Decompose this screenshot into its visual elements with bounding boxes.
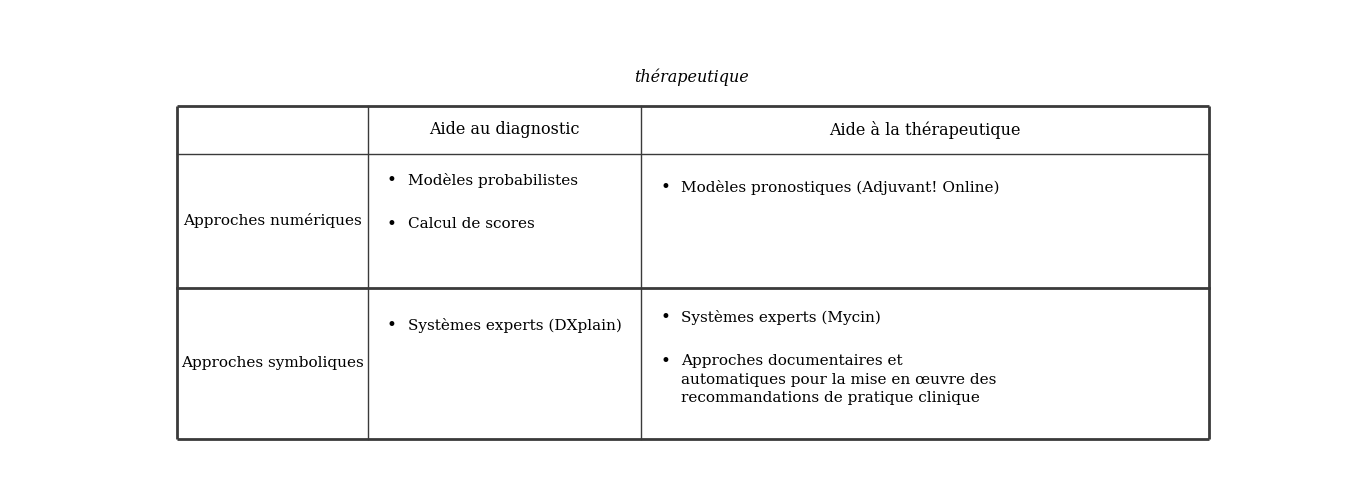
Text: Approches numériques: Approches numériques xyxy=(183,213,362,229)
Text: automatiques pour la mise en œuvre des: automatiques pour la mise en œuvre des xyxy=(681,373,997,386)
Text: Approches documentaires et: Approches documentaires et xyxy=(681,354,902,369)
Text: •: • xyxy=(387,172,397,189)
Text: Modèles pronostiques (Adjuvant! Online): Modèles pronostiques (Adjuvant! Online) xyxy=(681,180,1000,195)
Text: •: • xyxy=(387,216,397,233)
Text: Modèles probabilistes: Modèles probabilistes xyxy=(407,173,577,188)
Text: recommandations de pratique clinique: recommandations de pratique clinique xyxy=(681,391,979,405)
Text: •: • xyxy=(660,309,670,327)
Text: •: • xyxy=(660,179,670,196)
Text: thérapeutique: thérapeutique xyxy=(634,68,749,86)
Text: Systèmes experts (DXplain): Systèmes experts (DXplain) xyxy=(407,318,622,333)
Text: •: • xyxy=(660,353,670,370)
Text: •: • xyxy=(387,317,397,334)
Text: Systèmes experts (Mycin): Systèmes experts (Mycin) xyxy=(681,310,881,326)
Text: Approches symboliques: Approches symboliques xyxy=(181,357,364,371)
Text: Aide à la thérapeutique: Aide à la thérapeutique xyxy=(830,121,1021,139)
Text: Calcul de scores: Calcul de scores xyxy=(407,217,534,231)
Text: Aide au diagnostic: Aide au diagnostic xyxy=(429,122,580,138)
